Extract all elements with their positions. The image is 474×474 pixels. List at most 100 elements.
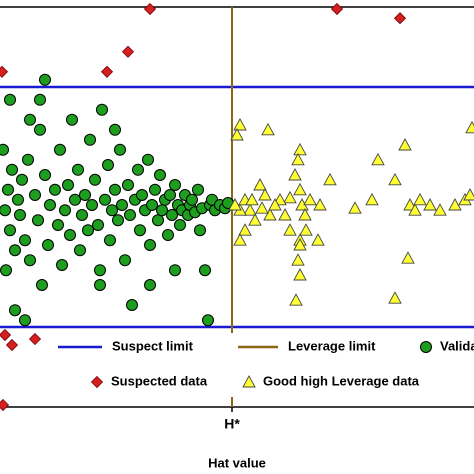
point	[86, 199, 98, 211]
point	[293, 182, 307, 196]
point	[6, 163, 18, 176]
point	[371, 152, 385, 166]
point	[2, 183, 14, 196]
point	[24, 113, 36, 126]
legend-swatch	[420, 341, 432, 353]
point	[76, 209, 88, 221]
point	[9, 244, 21, 257]
point	[82, 224, 94, 237]
point	[448, 198, 462, 211]
point	[136, 189, 148, 201]
point	[283, 190, 297, 204]
point	[0, 264, 12, 277]
point	[293, 142, 307, 156]
legend-swatch	[242, 375, 256, 388]
point	[0, 65, 9, 78]
point	[299, 223, 313, 236]
point	[174, 219, 186, 231]
point	[199, 264, 211, 277]
point	[413, 192, 427, 206]
point	[72, 163, 84, 176]
point	[42, 239, 54, 251]
point	[100, 65, 114, 78]
point	[293, 268, 307, 281]
point	[14, 209, 26, 221]
point	[49, 183, 61, 196]
point	[243, 203, 257, 216]
point	[245, 192, 259, 206]
point	[94, 279, 106, 291]
point	[238, 223, 252, 236]
point	[288, 168, 302, 181]
point	[291, 253, 305, 266]
point	[84, 133, 96, 146]
point	[109, 123, 121, 136]
point	[4, 93, 16, 106]
point	[169, 179, 181, 191]
point	[423, 198, 437, 211]
point	[261, 122, 275, 136]
point	[283, 223, 297, 236]
point	[4, 224, 16, 237]
point	[0, 143, 9, 156]
point	[116, 199, 128, 211]
point	[29, 189, 41, 201]
legend-swatch	[90, 375, 104, 389]
point	[278, 208, 292, 221]
point	[289, 293, 303, 306]
point	[164, 189, 176, 201]
point	[233, 233, 247, 246]
point	[253, 178, 267, 191]
point	[79, 189, 91, 201]
point	[263, 208, 277, 221]
point	[156, 204, 168, 217]
point	[19, 234, 31, 247]
point	[69, 193, 81, 206]
point	[313, 198, 327, 211]
point	[134, 224, 146, 237]
point	[104, 234, 116, 247]
point	[365, 192, 379, 206]
plot-frame	[0, 6, 474, 408]
point	[323, 172, 337, 186]
point	[194, 224, 206, 237]
legend-label: Leverage limit	[288, 338, 376, 353]
point	[122, 179, 134, 191]
point	[89, 173, 101, 186]
point	[248, 213, 262, 226]
point	[393, 12, 407, 25]
point	[186, 193, 198, 206]
point	[22, 153, 34, 166]
point	[398, 138, 412, 151]
point	[112, 214, 124, 227]
point	[152, 214, 164, 227]
point	[66, 113, 78, 126]
point	[16, 173, 28, 186]
point	[291, 152, 305, 166]
point	[32, 214, 44, 227]
point	[268, 198, 282, 211]
point	[56, 259, 68, 271]
point	[144, 239, 156, 251]
point	[388, 172, 402, 186]
point	[62, 179, 74, 191]
point	[146, 199, 158, 211]
point	[64, 229, 76, 241]
point	[408, 203, 422, 216]
point	[144, 279, 156, 291]
point	[114, 143, 126, 156]
point	[348, 201, 362, 214]
point	[149, 183, 161, 196]
point	[52, 219, 64, 231]
point	[106, 204, 118, 217]
point	[109, 183, 121, 196]
point	[34, 123, 46, 136]
point	[24, 254, 36, 267]
point	[119, 254, 131, 267]
x-tick-label: H*	[224, 416, 240, 432]
point	[39, 73, 51, 86]
point	[36, 279, 48, 291]
point	[121, 45, 135, 58]
point	[311, 233, 325, 246]
